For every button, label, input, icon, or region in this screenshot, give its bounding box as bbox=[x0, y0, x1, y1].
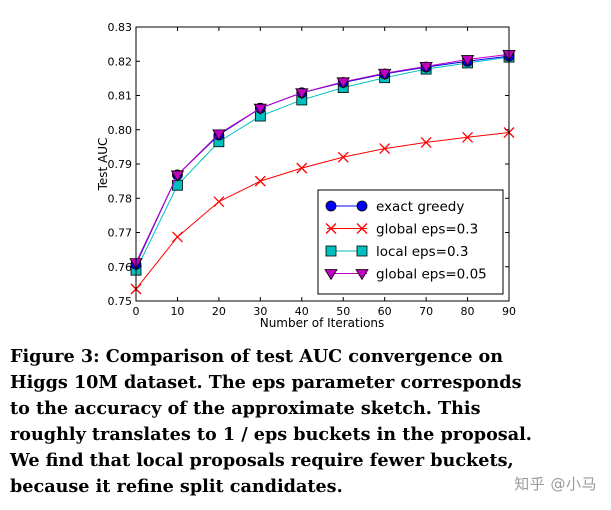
caption-line: because it refine split candidates. bbox=[10, 476, 343, 497]
x-marker-stroke bbox=[420, 136, 432, 148]
x-marker-stroke bbox=[213, 196, 225, 208]
y-tick-label: 0.80 bbox=[108, 124, 133, 137]
x-marker-stroke bbox=[296, 162, 308, 174]
y-tick-label: 0.75 bbox=[108, 295, 133, 308]
data-point bbox=[253, 103, 268, 115]
legend-label: local eps=0.3 bbox=[376, 244, 468, 260]
x-axis-label: Number of Iterations bbox=[260, 316, 385, 330]
x-tick-label: 10 bbox=[170, 305, 184, 318]
caption-line: Higgs 10M dataset. The eps parameter cor… bbox=[10, 372, 522, 393]
x-tick-label: 0 bbox=[133, 305, 140, 318]
y-tick-label: 0.76 bbox=[108, 261, 133, 274]
legend-label: global eps=0.3 bbox=[376, 222, 478, 238]
series-line bbox=[135, 131, 510, 290]
legend-marker bbox=[325, 223, 337, 234]
tick-labels: 0 10 20 30 40 50 60 70 80 90 0.75 0.76 0.77 0.78 0.79 0… bbox=[108, 21, 517, 318]
data-point bbox=[213, 196, 225, 208]
legend-marker bbox=[324, 269, 338, 281]
data-point bbox=[171, 231, 183, 243]
legend-marker bbox=[356, 223, 368, 234]
x-tick-label: 90 bbox=[502, 305, 516, 318]
x-marker-stroke bbox=[356, 223, 368, 234]
caption-line: We find that local proposals require few… bbox=[10, 450, 514, 471]
legend-item: global eps=0.05 bbox=[324, 267, 487, 283]
data-point bbox=[379, 143, 391, 155]
x-marker-stroke bbox=[254, 175, 266, 187]
x-tick-label: 20 bbox=[212, 305, 226, 318]
x-marker-stroke bbox=[171, 231, 183, 243]
auc-convergence-chart: 0 10 20 30 40 50 60 70 80 90 0.75 0.76 0.77 0.78 0.79 0… bbox=[96, 21, 517, 330]
x-marker-stroke bbox=[337, 151, 349, 163]
data-point bbox=[420, 136, 432, 148]
legend-box bbox=[317, 189, 504, 295]
x-tick-label: 80 bbox=[461, 305, 475, 318]
x-marker-stroke bbox=[325, 223, 337, 234]
plot-frame bbox=[135, 26, 510, 302]
data-point bbox=[419, 61, 433, 74]
y-tick-label: 0.83 bbox=[108, 21, 133, 34]
y-tick-label: 0.82 bbox=[108, 55, 133, 68]
y-tick-label: 0.79 bbox=[108, 158, 133, 171]
watermark: 知乎 @小马 bbox=[514, 475, 597, 493]
series-global-eps-0-3 bbox=[130, 127, 515, 295]
data-point bbox=[212, 129, 226, 141]
data-point bbox=[295, 88, 309, 100]
figure-caption: Figure 3: Comparison of test AUC converg… bbox=[10, 344, 604, 500]
data-point bbox=[462, 131, 474, 143]
x-tick-label: 40 bbox=[295, 305, 309, 318]
legend-label: exact greedy bbox=[376, 199, 464, 215]
legend-marker bbox=[325, 200, 337, 212]
caption-line: to the accuracy of the approximate sketc… bbox=[10, 398, 481, 419]
x-tick-label: 60 bbox=[378, 305, 392, 318]
data-point bbox=[170, 170, 185, 182]
data-point bbox=[296, 162, 308, 174]
legend-marker bbox=[356, 200, 368, 212]
caption-line: roughly translates to 1 / eps buckets in… bbox=[10, 424, 532, 445]
y-axis-label: Test AUC bbox=[96, 138, 110, 192]
legend: exact greedy global eps=0.3 local eps=0.3 g… bbox=[317, 189, 504, 295]
legend-item: local eps=0.3 bbox=[325, 244, 468, 260]
data-point bbox=[460, 55, 475, 67]
x-marker-stroke bbox=[462, 131, 474, 143]
y-tick-label: 0.81 bbox=[108, 90, 133, 103]
data-point bbox=[337, 151, 349, 163]
y-tick-label: 0.77 bbox=[108, 227, 133, 240]
series-line bbox=[135, 56, 510, 271]
legend-marker bbox=[325, 245, 337, 257]
legend-item: global eps=0.3 bbox=[325, 222, 478, 238]
legend-label: global eps=0.05 bbox=[376, 267, 487, 283]
data-point bbox=[254, 175, 266, 187]
legend-item: exact greedy bbox=[325, 199, 464, 215]
legend-marker bbox=[355, 269, 369, 281]
legend-marker bbox=[356, 245, 368, 257]
x-tick-label: 70 bbox=[419, 305, 433, 318]
caption-line: Figure 3: Comparison of test AUC converg… bbox=[10, 346, 504, 367]
x-marker-stroke bbox=[379, 143, 391, 155]
x-tick-label: 30 bbox=[253, 305, 267, 318]
series-line bbox=[135, 53, 510, 263]
data-point bbox=[377, 68, 392, 81]
x-tick-label: 50 bbox=[336, 305, 350, 318]
y-tick-label: 0.78 bbox=[108, 192, 133, 205]
data-point bbox=[336, 77, 350, 89]
